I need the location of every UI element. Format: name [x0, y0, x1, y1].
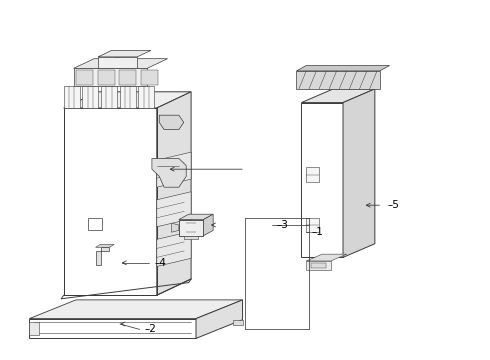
Polygon shape	[196, 300, 243, 338]
Polygon shape	[64, 92, 191, 108]
Polygon shape	[98, 57, 137, 68]
Polygon shape	[157, 92, 191, 295]
Circle shape	[155, 174, 163, 179]
Polygon shape	[301, 89, 375, 103]
Polygon shape	[306, 167, 318, 182]
Polygon shape	[157, 231, 191, 266]
Text: –1: –1	[311, 227, 323, 237]
Circle shape	[111, 58, 124, 67]
Polygon shape	[29, 300, 243, 319]
Polygon shape	[152, 158, 186, 187]
Polygon shape	[82, 86, 98, 108]
Polygon shape	[96, 247, 109, 265]
Polygon shape	[172, 223, 179, 232]
Polygon shape	[29, 322, 39, 335]
Polygon shape	[98, 50, 151, 57]
Polygon shape	[306, 218, 318, 232]
Polygon shape	[184, 236, 198, 239]
Polygon shape	[343, 89, 375, 257]
Polygon shape	[101, 86, 117, 108]
Text: –4: –4	[154, 258, 166, 268]
Polygon shape	[179, 214, 213, 220]
Polygon shape	[74, 68, 147, 86]
Polygon shape	[159, 115, 184, 130]
Polygon shape	[157, 192, 191, 227]
Text: –2: –2	[145, 324, 156, 334]
Polygon shape	[233, 320, 243, 325]
Polygon shape	[301, 103, 343, 257]
Polygon shape	[157, 152, 191, 187]
Polygon shape	[138, 86, 154, 108]
Polygon shape	[76, 70, 93, 85]
Polygon shape	[74, 59, 168, 68]
Polygon shape	[64, 86, 80, 108]
Polygon shape	[306, 261, 331, 270]
Polygon shape	[88, 218, 102, 230]
Polygon shape	[120, 86, 136, 108]
Polygon shape	[306, 254, 347, 261]
Polygon shape	[98, 70, 115, 85]
Polygon shape	[296, 71, 380, 89]
Text: –5: –5	[387, 200, 399, 210]
Polygon shape	[203, 214, 213, 236]
Polygon shape	[96, 244, 114, 247]
Polygon shape	[179, 220, 203, 236]
Polygon shape	[141, 70, 158, 85]
Polygon shape	[119, 70, 136, 85]
Polygon shape	[311, 263, 326, 268]
Text: –3: –3	[277, 220, 289, 230]
Polygon shape	[29, 319, 196, 338]
Polygon shape	[296, 66, 390, 71]
Polygon shape	[64, 108, 157, 295]
